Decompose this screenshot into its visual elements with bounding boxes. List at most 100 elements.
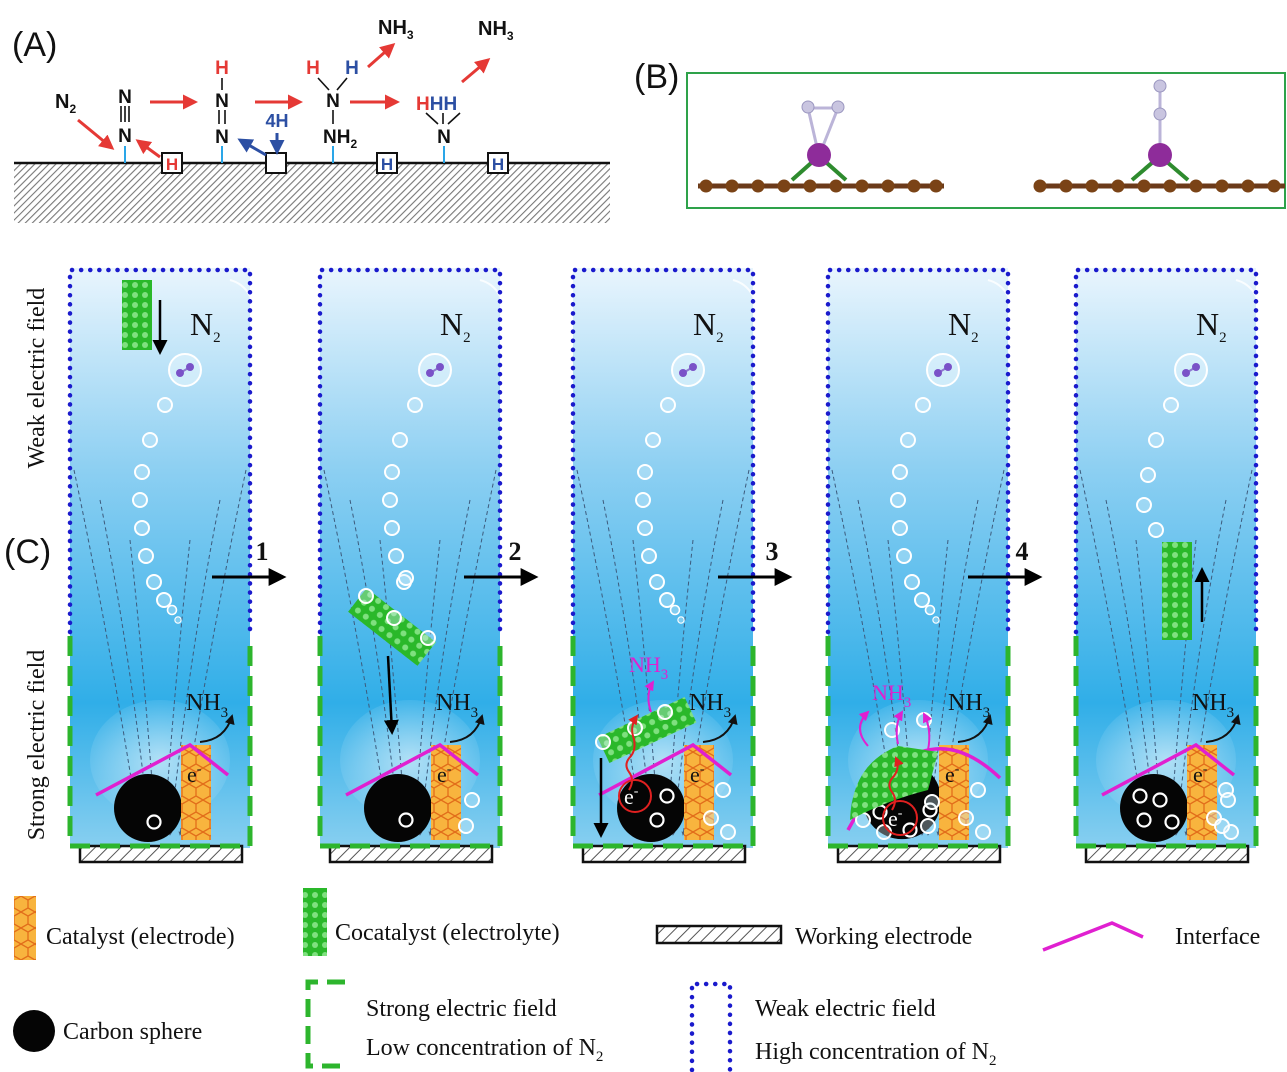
legend-carbon-label: Carbon sphere xyxy=(63,1019,202,1045)
n2-reactant: N2 xyxy=(55,91,76,116)
h-left-3: H xyxy=(306,58,320,79)
legend-catalyst-label: Catalyst (electrode) xyxy=(46,924,235,950)
legend-weak-swatch xyxy=(689,981,733,1072)
electron-cat-cell-3: e- xyxy=(690,762,705,787)
arrow-n2-in xyxy=(77,118,115,150)
step-label-2: 2 xyxy=(509,537,522,566)
legend-carbon-swatch xyxy=(13,1010,55,1052)
strong-field-boundary-cell-1 xyxy=(67,636,253,849)
h-site-1 xyxy=(161,152,183,174)
nh2-3: NH2 xyxy=(323,127,357,151)
n2-label-cell-1: N2 xyxy=(190,306,221,346)
weak-field-boundary-cell-2 xyxy=(317,267,503,635)
cell-1: N2 e- NH3 xyxy=(67,267,254,864)
step-label-3: 3 xyxy=(766,537,779,566)
legend-catalyst-swatch xyxy=(14,896,36,960)
cell-3: N2 e- NH3 e- NH3 xyxy=(570,267,757,864)
n-mid-2: N xyxy=(215,91,229,112)
h-site-2-label: H xyxy=(381,155,393,174)
nh3-magenta-cell-4: NH3 xyxy=(872,680,911,711)
h-site-3-label: H xyxy=(492,155,504,174)
legend-interface-swatch xyxy=(1042,921,1144,952)
nh3-product-2: NH3 xyxy=(478,18,514,43)
weak-field-boundary-cell-4 xyxy=(825,267,1011,635)
interface-cell-2 xyxy=(345,742,480,797)
legend-weak-label: Weak electric field xyxy=(755,996,936,1022)
arrow-4h-up xyxy=(237,138,267,157)
strong-field-boundary-cell-5 xyxy=(1073,636,1259,849)
empty-site xyxy=(265,152,287,174)
legend-low-conc-label: Low concentration of N2 xyxy=(366,1035,603,1065)
step-arrows: 1 2 3 4 xyxy=(212,537,1043,586)
nh3-label-cell-3: NH3 xyxy=(689,690,731,721)
nh3-label-cell-1: NH3 xyxy=(186,690,228,721)
legend-cocatalyst-swatch xyxy=(303,888,327,956)
h-top-2: H xyxy=(215,58,229,79)
n-bottom-1: N xyxy=(118,126,132,147)
nh3-magenta-cell-3: NH3 xyxy=(629,652,668,683)
interface-cell-3 xyxy=(598,742,733,797)
electron-sphere-cell-3: e- xyxy=(624,784,639,809)
legend-electrode-swatch xyxy=(655,924,783,945)
weak-field-boundary-cell-1 xyxy=(67,267,253,635)
legend-strong-label: Strong electric field xyxy=(366,996,557,1022)
catalyst-cell-2 xyxy=(431,745,461,840)
h-site-3 xyxy=(487,152,509,174)
panel-label-b: (B) xyxy=(634,58,679,96)
step-label-1: 1 xyxy=(256,537,269,566)
strong-field-boundary-cell-4 xyxy=(825,636,1011,849)
axis-strong-field: Strong electric field xyxy=(24,650,50,841)
nh3-label-cell-5: NH3 xyxy=(1192,690,1234,721)
panel-c-cells: N2e-NH3N2e-NH3N2e-NH3e-NH3N2e-NH3e-NH3N2… xyxy=(67,267,1260,864)
n-bottom-2: N xyxy=(215,127,229,148)
cocatalyst-cell-4 xyxy=(850,746,938,820)
label-4h: 4H xyxy=(265,111,288,131)
n2-label-cell-3: N2 xyxy=(693,306,724,346)
strong-field-boundary-cell-3 xyxy=(570,636,756,849)
cocatalyst-cell-5 xyxy=(1162,542,1192,640)
cell-4: N2 e- NH3 e- NH3 xyxy=(825,267,1012,864)
strong-field-boundary-cell-2 xyxy=(317,636,503,849)
panel-label-a: (A) xyxy=(12,26,57,64)
panel-a-substrate xyxy=(14,163,610,223)
arrow-nh3-out-2 xyxy=(461,58,491,84)
panel-a: H H H N2 N N H N N 4H H H N NH2 xyxy=(14,17,610,223)
legend-interface-label: Interface xyxy=(1175,924,1260,950)
weak-field-boundary-cell-5 xyxy=(1073,267,1259,635)
electron-cat-cell-5: e- xyxy=(1193,762,1208,787)
arrow-h-to-n2 xyxy=(135,139,161,159)
legend-electrode-label: Working electrode xyxy=(795,924,972,950)
interface-cell-5 xyxy=(1101,742,1236,797)
electron-cat-cell-2: e- xyxy=(437,762,452,787)
nh3-label-cell-2: NH3 xyxy=(436,690,478,721)
cell-5: N2 e- NH3 xyxy=(1073,267,1260,864)
nh3-product-1: NH3 xyxy=(378,17,414,42)
catalyst-cell-1 xyxy=(181,745,211,840)
panel-label-c: (C) xyxy=(4,533,51,571)
step-label-4: 4 xyxy=(1016,537,1029,566)
cocatalyst-cell-1 xyxy=(122,280,152,350)
legend-cocatalyst-label: Cocatalyst (electrolyte) xyxy=(335,920,560,946)
legend-high-conc-label: High concentration of N2 xyxy=(755,1039,996,1069)
panel-b xyxy=(686,72,1286,209)
legend-strong-swatch xyxy=(305,979,345,1069)
n2-label-cell-5: N2 xyxy=(1196,306,1227,346)
weak-field-boundary-cell-3 xyxy=(570,267,756,635)
h-right-3: H xyxy=(345,58,359,79)
n2-label-cell-4: N2 xyxy=(948,306,979,346)
cell-2: N2 e- NH3 xyxy=(317,267,504,864)
nh3-label-cell-4: NH3 xyxy=(948,690,990,721)
cocatalyst-cell-2 xyxy=(348,588,436,666)
axis-weak-field: Weak electric field xyxy=(24,288,50,469)
n-top-1: N xyxy=(118,87,132,108)
interface-cell-1 xyxy=(95,742,230,797)
structure-end-on xyxy=(1033,79,1285,193)
h-site-1-label: H xyxy=(166,155,178,174)
hhh-4: HHH xyxy=(416,94,457,115)
n2-label-cell-2: N2 xyxy=(440,306,471,346)
legend: Catalyst (electrode) Cocatalyst (electro… xyxy=(13,888,1260,1072)
n-top-3: N xyxy=(326,91,340,112)
n-4: N xyxy=(437,127,451,148)
structure-side-on xyxy=(698,100,944,193)
